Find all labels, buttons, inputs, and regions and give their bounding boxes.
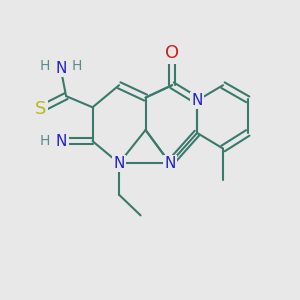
Text: N: N xyxy=(56,61,67,76)
Text: S: S xyxy=(35,100,47,118)
Text: N: N xyxy=(113,156,125,171)
Text: N: N xyxy=(164,156,176,171)
Text: N: N xyxy=(56,134,68,149)
Text: H: H xyxy=(72,59,83,73)
Text: H: H xyxy=(40,134,50,148)
Text: H: H xyxy=(40,59,50,73)
Text: N: N xyxy=(191,93,203,108)
Text: O: O xyxy=(165,44,179,62)
